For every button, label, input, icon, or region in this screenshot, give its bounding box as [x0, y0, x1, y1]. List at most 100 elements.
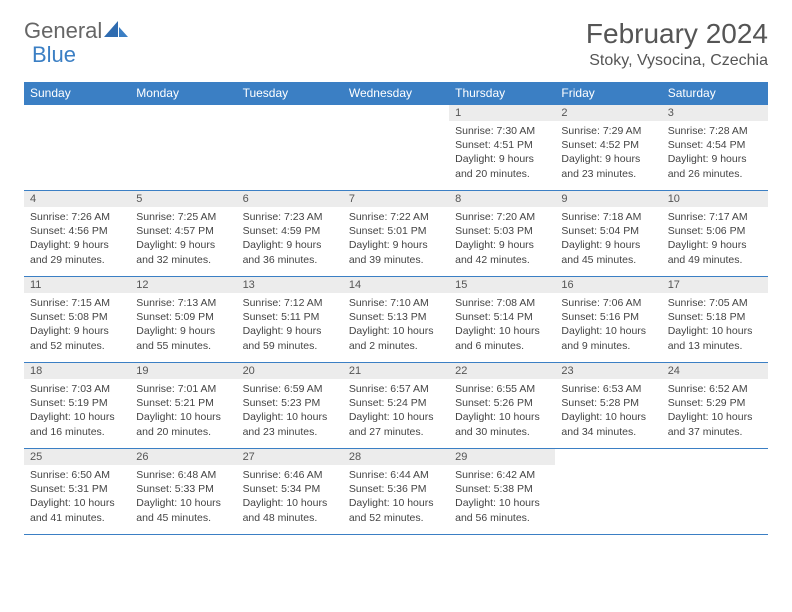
sunrise-text: Sunrise: 7:26 AM [30, 210, 124, 224]
day-content: Sunrise: 7:15 AMSunset: 5:08 PMDaylight:… [24, 293, 130, 357]
daylight-text: Daylight: 10 hours and 48 minutes. [243, 496, 337, 524]
calendar-day-cell: 20Sunrise: 6:59 AMSunset: 5:23 PMDayligh… [237, 363, 343, 449]
sunset-text: Sunset: 5:04 PM [561, 224, 655, 238]
sunrise-text: Sunrise: 7:20 AM [455, 210, 549, 224]
day-number: 12 [130, 277, 236, 293]
calendar-day-cell: 2Sunrise: 7:29 AMSunset: 4:52 PMDaylight… [555, 105, 661, 191]
daylight-text: Daylight: 10 hours and 2 minutes. [349, 324, 443, 352]
daylight-text: Daylight: 10 hours and 34 minutes. [561, 410, 655, 438]
calendar-day-cell: 17Sunrise: 7:05 AMSunset: 5:18 PMDayligh… [662, 277, 768, 363]
calendar-day-cell: 29Sunrise: 6:42 AMSunset: 5:38 PMDayligh… [449, 449, 555, 535]
day-number: 8 [449, 191, 555, 207]
daylight-text: Daylight: 9 hours and 55 minutes. [136, 324, 230, 352]
sunrise-text: Sunrise: 7:18 AM [561, 210, 655, 224]
daylight-text: Daylight: 10 hours and 9 minutes. [561, 324, 655, 352]
day-content: Sunrise: 6:46 AMSunset: 5:34 PMDaylight:… [237, 465, 343, 529]
sunset-text: Sunset: 5:19 PM [30, 396, 124, 410]
title-block: February 2024 Stoky, Vysocina, Czechia [586, 18, 768, 70]
day-content: Sunrise: 7:13 AMSunset: 5:09 PMDaylight:… [130, 293, 236, 357]
day-number: 20 [237, 363, 343, 379]
day-content: Sunrise: 7:06 AMSunset: 5:16 PMDaylight:… [555, 293, 661, 357]
day-number [343, 105, 449, 109]
sunset-text: Sunset: 5:23 PM [243, 396, 337, 410]
day-content: Sunrise: 7:22 AMSunset: 5:01 PMDaylight:… [343, 207, 449, 271]
day-number: 11 [24, 277, 130, 293]
sunset-text: Sunset: 4:51 PM [455, 138, 549, 152]
day-content: Sunrise: 7:30 AMSunset: 4:51 PMDaylight:… [449, 121, 555, 185]
sunrise-text: Sunrise: 7:29 AM [561, 124, 655, 138]
day-header: Wednesday [343, 82, 449, 105]
day-header: Friday [555, 82, 661, 105]
sunset-text: Sunset: 5:36 PM [349, 482, 443, 496]
day-content: Sunrise: 6:42 AMSunset: 5:38 PMDaylight:… [449, 465, 555, 529]
day-number: 27 [237, 449, 343, 465]
calendar-day-cell: 22Sunrise: 6:55 AMSunset: 5:26 PMDayligh… [449, 363, 555, 449]
day-header: Sunday [24, 82, 130, 105]
calendar-table: Sunday Monday Tuesday Wednesday Thursday… [24, 82, 768, 535]
day-number [237, 105, 343, 109]
sunset-text: Sunset: 5:28 PM [561, 396, 655, 410]
day-content: Sunrise: 6:55 AMSunset: 5:26 PMDaylight:… [449, 379, 555, 443]
calendar-day-cell [662, 449, 768, 535]
daylight-text: Daylight: 10 hours and 23 minutes. [243, 410, 337, 438]
day-content: Sunrise: 7:20 AMSunset: 5:03 PMDaylight:… [449, 207, 555, 271]
sunrise-text: Sunrise: 7:03 AM [30, 382, 124, 396]
sunrise-text: Sunrise: 6:50 AM [30, 468, 124, 482]
daylight-text: Daylight: 10 hours and 45 minutes. [136, 496, 230, 524]
day-number: 25 [24, 449, 130, 465]
day-content: Sunrise: 7:17 AMSunset: 5:06 PMDaylight:… [662, 207, 768, 271]
calendar-day-cell: 26Sunrise: 6:48 AMSunset: 5:33 PMDayligh… [130, 449, 236, 535]
day-number: 28 [343, 449, 449, 465]
day-number: 19 [130, 363, 236, 379]
calendar-week-row: 11Sunrise: 7:15 AMSunset: 5:08 PMDayligh… [24, 277, 768, 363]
daylight-text: Daylight: 9 hours and 20 minutes. [455, 152, 549, 180]
daylight-text: Daylight: 9 hours and 39 minutes. [349, 238, 443, 266]
daylight-text: Daylight: 10 hours and 27 minutes. [349, 410, 443, 438]
daylight-text: Daylight: 9 hours and 26 minutes. [668, 152, 762, 180]
day-content: Sunrise: 6:50 AMSunset: 5:31 PMDaylight:… [24, 465, 130, 529]
sunrise-text: Sunrise: 6:44 AM [349, 468, 443, 482]
daylight-text: Daylight: 10 hours and 16 minutes. [30, 410, 124, 438]
sunset-text: Sunset: 5:38 PM [455, 482, 549, 496]
sunset-text: Sunset: 5:34 PM [243, 482, 337, 496]
calendar-day-cell: 25Sunrise: 6:50 AMSunset: 5:31 PMDayligh… [24, 449, 130, 535]
calendar-day-cell: 28Sunrise: 6:44 AMSunset: 5:36 PMDayligh… [343, 449, 449, 535]
day-number: 2 [555, 105, 661, 121]
calendar-day-cell [24, 105, 130, 191]
sunset-text: Sunset: 5:18 PM [668, 310, 762, 324]
sunset-text: Sunset: 5:31 PM [30, 482, 124, 496]
day-number: 22 [449, 363, 555, 379]
calendar-day-cell: 7Sunrise: 7:22 AMSunset: 5:01 PMDaylight… [343, 191, 449, 277]
daylight-text: Daylight: 9 hours and 42 minutes. [455, 238, 549, 266]
calendar-day-cell: 5Sunrise: 7:25 AMSunset: 4:57 PMDaylight… [130, 191, 236, 277]
sunrise-text: Sunrise: 6:55 AM [455, 382, 549, 396]
day-number: 18 [24, 363, 130, 379]
calendar-week-row: 4Sunrise: 7:26 AMSunset: 4:56 PMDaylight… [24, 191, 768, 277]
sunrise-text: Sunrise: 6:46 AM [243, 468, 337, 482]
day-number: 1 [449, 105, 555, 121]
calendar-day-cell [555, 449, 661, 535]
daylight-text: Daylight: 10 hours and 37 minutes. [668, 410, 762, 438]
logo: General [24, 18, 130, 44]
sunset-text: Sunset: 5:26 PM [455, 396, 549, 410]
day-content: Sunrise: 7:12 AMSunset: 5:11 PMDaylight:… [237, 293, 343, 357]
day-content: Sunrise: 7:29 AMSunset: 4:52 PMDaylight:… [555, 121, 661, 185]
sunset-text: Sunset: 4:59 PM [243, 224, 337, 238]
sunset-text: Sunset: 5:21 PM [136, 396, 230, 410]
day-content: Sunrise: 7:25 AMSunset: 4:57 PMDaylight:… [130, 207, 236, 271]
day-number: 15 [449, 277, 555, 293]
calendar-week-row: 18Sunrise: 7:03 AMSunset: 5:19 PMDayligh… [24, 363, 768, 449]
calendar-day-cell: 11Sunrise: 7:15 AMSunset: 5:08 PMDayligh… [24, 277, 130, 363]
sunset-text: Sunset: 5:03 PM [455, 224, 549, 238]
day-content: Sunrise: 7:18 AMSunset: 5:04 PMDaylight:… [555, 207, 661, 271]
day-number: 21 [343, 363, 449, 379]
day-number: 4 [24, 191, 130, 207]
calendar-day-cell [130, 105, 236, 191]
day-content: Sunrise: 7:10 AMSunset: 5:13 PMDaylight:… [343, 293, 449, 357]
day-header: Thursday [449, 82, 555, 105]
sunset-text: Sunset: 5:01 PM [349, 224, 443, 238]
sunset-text: Sunset: 5:24 PM [349, 396, 443, 410]
sunrise-text: Sunrise: 7:01 AM [136, 382, 230, 396]
daylight-text: Daylight: 10 hours and 6 minutes. [455, 324, 549, 352]
sunrise-text: Sunrise: 7:30 AM [455, 124, 549, 138]
